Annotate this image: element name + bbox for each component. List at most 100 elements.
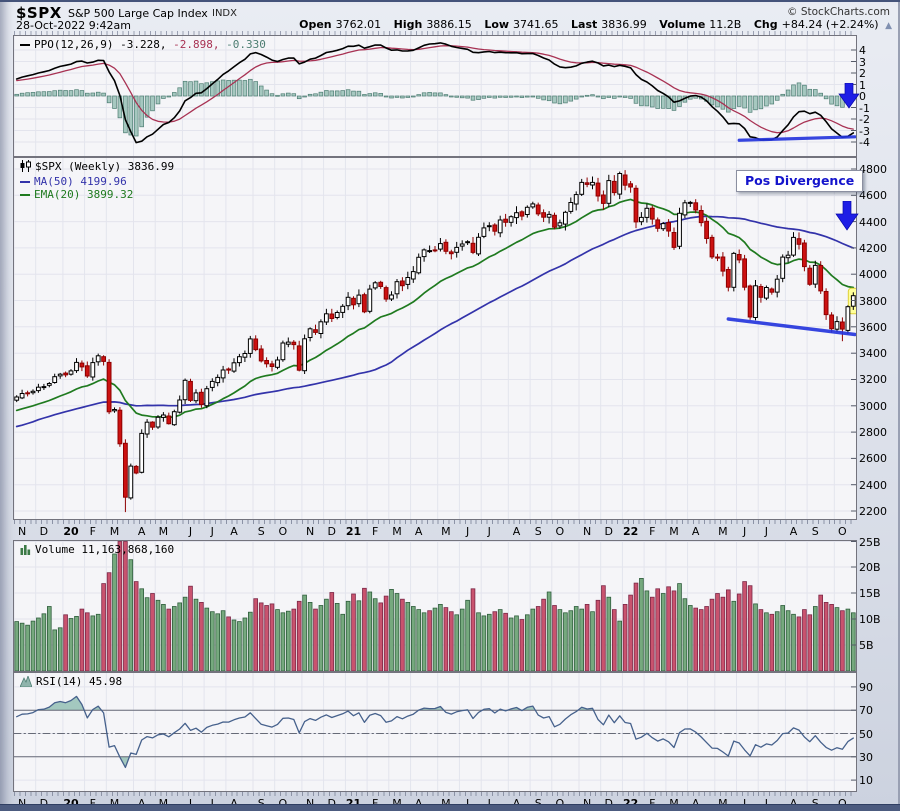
month-label: A	[138, 797, 146, 810]
last-value: 3836.99	[601, 18, 647, 31]
symbol: $SPX	[16, 4, 62, 22]
month-label: 21	[345, 525, 362, 538]
month-label: O	[838, 525, 847, 538]
low-label: Low	[484, 18, 510, 31]
month-label: F	[372, 525, 379, 538]
ppo-plot	[14, 36, 856, 156]
y-axis-label: 4200	[859, 242, 887, 255]
y-axis-label: 0	[859, 90, 866, 103]
price-legend-ma-row: MA(50) 4199.96	[20, 175, 174, 188]
price-symbol-label: $SPX (Weekly) 3836.99	[35, 160, 175, 173]
month-label: M	[669, 525, 679, 538]
price-plot	[14, 158, 856, 519]
month-label: A	[692, 797, 700, 810]
month-label: S	[534, 525, 542, 538]
y-axis-label: 4800	[859, 163, 887, 176]
open-value: 3762.01	[335, 18, 382, 31]
open-label: Open	[299, 18, 332, 31]
y-axis-label: 90	[859, 681, 873, 694]
month-label: D	[327, 525, 337, 538]
month-label: A	[789, 525, 798, 538]
month-label: M	[158, 525, 169, 538]
y-axis-label: 3800	[859, 295, 887, 308]
y-axis-label: 10B	[859, 613, 881, 626]
y-axis-label: 70	[859, 704, 873, 717]
y-axis-label: 2600	[859, 452, 887, 465]
y-axis-label: 2	[859, 67, 866, 80]
price-legend: $SPX (Weekly) 3836.99 MA(50) 4199.96 EMA…	[20, 160, 174, 201]
ma50-line-swatch-icon	[20, 181, 30, 183]
y-axis-label: 3000	[859, 400, 887, 413]
month-label: M	[718, 797, 728, 810]
month-label: J	[188, 525, 193, 538]
price-down-arrow-icon	[835, 200, 859, 235]
month-label: 22	[622, 525, 639, 538]
month-label: M	[392, 525, 402, 538]
y-axis-label: 15B	[859, 587, 881, 600]
volume-panel	[13, 540, 857, 672]
month-label: D	[604, 525, 614, 538]
month-label: O	[278, 525, 288, 538]
month-label: D	[605, 797, 613, 810]
window-bottom-edge	[0, 804, 900, 811]
price-panel	[13, 157, 857, 520]
month-label: 20	[63, 525, 79, 538]
chart-header: $SPX S&P 500 Large Cap Index INDX © Stoc…	[0, 3, 900, 33]
y-axis-label: 3	[859, 56, 866, 69]
month-label: F	[372, 797, 378, 810]
price-legend-ema-row: EMA(20) 3899.32	[20, 188, 174, 201]
pos-divergence-annotation: Pos Divergence	[736, 170, 864, 192]
month-label: N	[582, 525, 592, 538]
ma50-label: MA(50) 4199.96	[34, 175, 127, 188]
month-label: D	[40, 797, 48, 810]
month-label: J	[211, 797, 214, 810]
rsi-panel-label: RSI(14) 45.98	[36, 675, 123, 688]
month-label: N	[17, 525, 27, 538]
month-label: A	[691, 525, 700, 538]
rsi-mountain-icon	[19, 674, 33, 690]
month-label: S	[258, 797, 265, 810]
month-label: A	[230, 797, 238, 810]
top-tick-ruler	[14, 31, 856, 35]
last-label: Last	[571, 18, 598, 31]
y-axis-label: 4600	[859, 189, 887, 202]
month-label: A	[230, 525, 238, 538]
month-label: A	[513, 797, 521, 810]
ppo-panel	[13, 35, 857, 157]
y-axis-label: 4400	[859, 216, 887, 229]
month-label: M	[110, 797, 120, 810]
change-up-triangle-icon: ▲	[885, 21, 892, 31]
month-label: J	[466, 797, 469, 810]
chart-datetime: 28-Oct-2022 9:42am	[16, 19, 131, 32]
month-label: J	[743, 797, 746, 810]
month-label: N	[18, 797, 26, 810]
candlestick-icon	[20, 160, 31, 175]
month-label: M	[441, 525, 451, 538]
y-axis-label: -4	[859, 136, 870, 149]
month-label: N	[305, 525, 315, 538]
y-axis-label: 3400	[859, 347, 887, 360]
chg-value: +84.24 (+2.24%)	[781, 18, 879, 31]
month-label: O	[555, 525, 565, 538]
y-axis-label: 2400	[859, 479, 887, 492]
month-label: A	[137, 525, 146, 538]
volume-bars-icon	[20, 544, 31, 558]
rsi-plot	[14, 673, 856, 791]
month-label: S	[812, 797, 819, 810]
month-label: F	[89, 525, 96, 538]
month-label: S	[257, 525, 265, 538]
month-label: N	[306, 797, 314, 810]
y-axis-label: -3	[859, 125, 870, 138]
ema20-label: EMA(20) 3899.32	[34, 188, 134, 201]
month-label: J	[488, 797, 491, 810]
month-label: M	[159, 797, 169, 810]
y-axis-label: 30	[859, 751, 873, 764]
quote-summary: Open 3762.01 High 3886.15 Low 3741.65 Last 3…	[290, 18, 892, 31]
month-label: O	[556, 797, 565, 810]
ppo-line-swatch-icon	[20, 44, 30, 46]
volume-label: Volume	[659, 18, 706, 31]
month-label: J	[742, 525, 747, 538]
symbol-name: S&P 500 Large Cap Index	[68, 7, 208, 20]
month-label: O	[838, 797, 847, 810]
ppo-down-arrow-icon	[838, 82, 860, 113]
